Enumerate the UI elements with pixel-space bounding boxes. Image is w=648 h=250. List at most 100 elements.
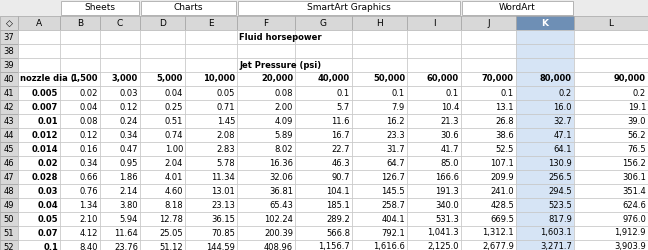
Text: 2.04: 2.04 — [165, 158, 183, 168]
Bar — [237, 240, 295, 250]
Text: 40: 40 — [4, 74, 14, 84]
Text: 3.80: 3.80 — [119, 200, 138, 209]
Bar — [352, 240, 407, 250]
Bar — [140, 100, 185, 114]
Bar — [574, 72, 648, 86]
Text: G: G — [320, 18, 327, 28]
Bar — [60, 226, 100, 240]
Bar — [185, 240, 237, 250]
Bar — [295, 30, 352, 44]
Bar — [60, 72, 100, 86]
Text: 976.0: 976.0 — [622, 214, 646, 224]
Text: 144.59: 144.59 — [206, 242, 235, 250]
Bar — [100, 72, 140, 86]
Bar — [407, 100, 461, 114]
Bar — [18, 226, 60, 240]
Bar — [516, 86, 574, 100]
Bar — [574, 100, 648, 114]
Text: 13.01: 13.01 — [211, 186, 235, 196]
Bar — [0, 240, 18, 250]
Bar — [140, 240, 185, 250]
Text: 70.85: 70.85 — [211, 228, 235, 237]
Bar — [407, 240, 461, 250]
Bar — [185, 184, 237, 198]
Bar — [60, 86, 100, 100]
Text: 408.96: 408.96 — [264, 242, 293, 250]
Bar — [60, 170, 100, 184]
Text: 5.89: 5.89 — [275, 130, 293, 140]
Bar — [237, 240, 295, 250]
Text: 50,000: 50,000 — [373, 74, 405, 84]
Text: 0.04: 0.04 — [38, 200, 58, 209]
Bar — [295, 100, 352, 114]
Text: 49: 49 — [4, 200, 14, 209]
Text: Fluid horsepower: Fluid horsepower — [239, 32, 321, 42]
Bar — [295, 198, 352, 212]
Text: Charts: Charts — [174, 4, 203, 13]
Bar — [295, 30, 352, 44]
Bar — [18, 114, 60, 128]
Bar — [352, 30, 407, 44]
Bar — [18, 16, 60, 30]
Bar — [574, 100, 648, 114]
Bar — [0, 128, 18, 142]
Bar — [574, 240, 648, 250]
Bar — [60, 226, 100, 240]
Bar — [185, 226, 237, 240]
Bar — [100, 170, 140, 184]
Text: 0.51: 0.51 — [165, 116, 183, 126]
Text: 23.76: 23.76 — [114, 242, 138, 250]
Text: 1,500: 1,500 — [71, 74, 98, 84]
Bar — [352, 100, 407, 114]
Bar — [352, 198, 407, 212]
Bar — [574, 86, 648, 100]
Bar — [352, 156, 407, 170]
Bar — [100, 30, 140, 44]
Bar — [574, 114, 648, 128]
Bar — [18, 44, 60, 58]
Text: 0.24: 0.24 — [120, 116, 138, 126]
Bar — [140, 114, 185, 128]
Bar — [295, 142, 352, 156]
Bar — [407, 86, 461, 100]
Bar — [237, 142, 295, 156]
Bar — [237, 86, 295, 100]
Text: 47: 47 — [4, 172, 14, 182]
Bar — [407, 128, 461, 142]
Bar — [516, 170, 574, 184]
Bar — [352, 212, 407, 226]
Bar — [140, 16, 185, 30]
Bar — [237, 58, 295, 72]
Bar — [140, 44, 185, 58]
Bar — [461, 72, 516, 86]
Text: 52.5: 52.5 — [496, 144, 514, 154]
Text: 1,616.6: 1,616.6 — [373, 242, 405, 250]
Bar — [100, 226, 140, 240]
Bar — [574, 198, 648, 212]
Text: 32.06: 32.06 — [269, 172, 293, 182]
Text: 8.18: 8.18 — [165, 200, 183, 209]
Bar — [574, 114, 648, 128]
Bar — [18, 16, 60, 30]
Bar — [295, 58, 352, 72]
Bar — [295, 142, 352, 156]
Bar — [295, 212, 352, 226]
Text: 0.005: 0.005 — [32, 88, 58, 98]
Bar — [140, 86, 185, 100]
Bar — [295, 184, 352, 198]
Bar — [100, 212, 140, 226]
Text: 5.7: 5.7 — [337, 102, 350, 112]
Bar — [574, 170, 648, 184]
Text: 25.05: 25.05 — [159, 228, 183, 237]
Bar — [60, 100, 100, 114]
Bar — [140, 30, 185, 44]
Bar — [352, 128, 407, 142]
Text: 531.3: 531.3 — [435, 214, 459, 224]
Bar — [574, 142, 648, 156]
Bar — [185, 86, 237, 100]
Bar — [516, 44, 574, 58]
Bar — [0, 44, 18, 58]
Bar — [352, 226, 407, 240]
Text: L: L — [608, 18, 614, 28]
Bar — [18, 198, 60, 212]
